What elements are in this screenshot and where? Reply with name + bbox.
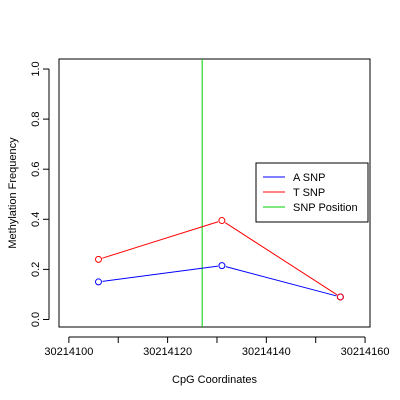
x-tick-label: 30214140 (242, 346, 291, 358)
x-tick-label: 30214120 (143, 346, 192, 358)
x-tick-label: 30214100 (44, 346, 93, 358)
legend-label: T SNP (293, 187, 325, 199)
x-tick-label: 30214160 (341, 346, 390, 358)
x-axis-label: CpG Coordinates (172, 374, 257, 386)
y-tick-label: 0.4 (30, 212, 42, 227)
x-axis: 30214100 30214120 30214140 30214160 (44, 336, 390, 358)
y-axis: 0.0 0.2 0.4 0.6 0.8 1.0 (30, 61, 50, 327)
data-point (336, 293, 344, 301)
series-line-segment (224, 222, 338, 296)
plot-marks (94, 59, 344, 327)
y-axis-label: Methylation Frequency (7, 137, 19, 249)
data-point (94, 255, 102, 263)
legend-label: SNP Position (293, 202, 358, 214)
y-tick-label: 0.2 (30, 262, 42, 277)
series-line-segment (225, 266, 337, 297)
data-point (218, 217, 226, 225)
plot-frame (58, 58, 371, 328)
data-point (94, 278, 102, 286)
data-point (218, 262, 226, 270)
series-line-segment (102, 265, 219, 282)
series-line-segment (102, 221, 219, 259)
y-tick-label: 0.0 (30, 312, 42, 327)
y-tick-label: 1.0 (30, 61, 42, 76)
legend-label: A SNP (293, 172, 325, 184)
legend: A SNP T SNP SNP Position (255, 162, 369, 223)
y-tick-label: 0.8 (30, 111, 42, 126)
y-tick-label: 0.6 (30, 162, 42, 177)
